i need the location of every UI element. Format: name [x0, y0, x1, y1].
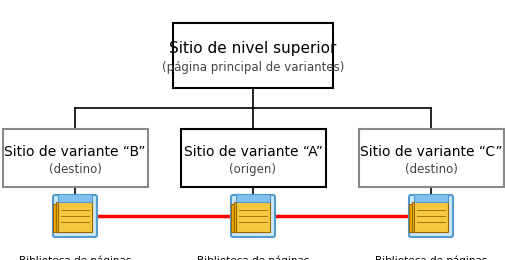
Text: Sitio de nivel superior: Sitio de nivel superior [169, 42, 336, 56]
Text: (origen): (origen) [229, 164, 276, 177]
FancyBboxPatch shape [53, 195, 97, 237]
Text: Sitio de variante “C”: Sitio de variante “C” [359, 145, 501, 159]
Bar [235, 200, 270, 232]
Text: (página principal de variantes): (página principal de variantes) [162, 61, 343, 74]
Bar [411, 202, 442, 232]
Bar [408, 204, 437, 232]
Bar [53, 204, 82, 232]
Text: Sitio de variante “B”: Sitio de variante “B” [4, 145, 145, 159]
Text: (destino): (destino) [48, 164, 101, 177]
Text: Biblioteca de páginas: Biblioteca de páginas [19, 255, 131, 260]
Bar [235, 194, 270, 202]
FancyBboxPatch shape [408, 195, 452, 237]
Bar [233, 202, 265, 232]
Text: (destino): (destino) [404, 164, 457, 177]
Bar [358, 129, 502, 187]
Bar [56, 202, 87, 232]
Bar [58, 194, 92, 202]
Bar [413, 194, 447, 202]
Bar [3, 129, 147, 187]
Bar [58, 200, 92, 232]
Text: Sitio de variante “A”: Sitio de variante “A” [183, 145, 322, 159]
FancyBboxPatch shape [231, 195, 274, 237]
Bar [231, 204, 260, 232]
Text: Biblioteca de páginas: Biblioteca de páginas [374, 255, 486, 260]
Text: Biblioteca de páginas: Biblioteca de páginas [196, 255, 309, 260]
Bar [180, 129, 325, 187]
Bar [413, 200, 447, 232]
Bar [173, 23, 332, 88]
